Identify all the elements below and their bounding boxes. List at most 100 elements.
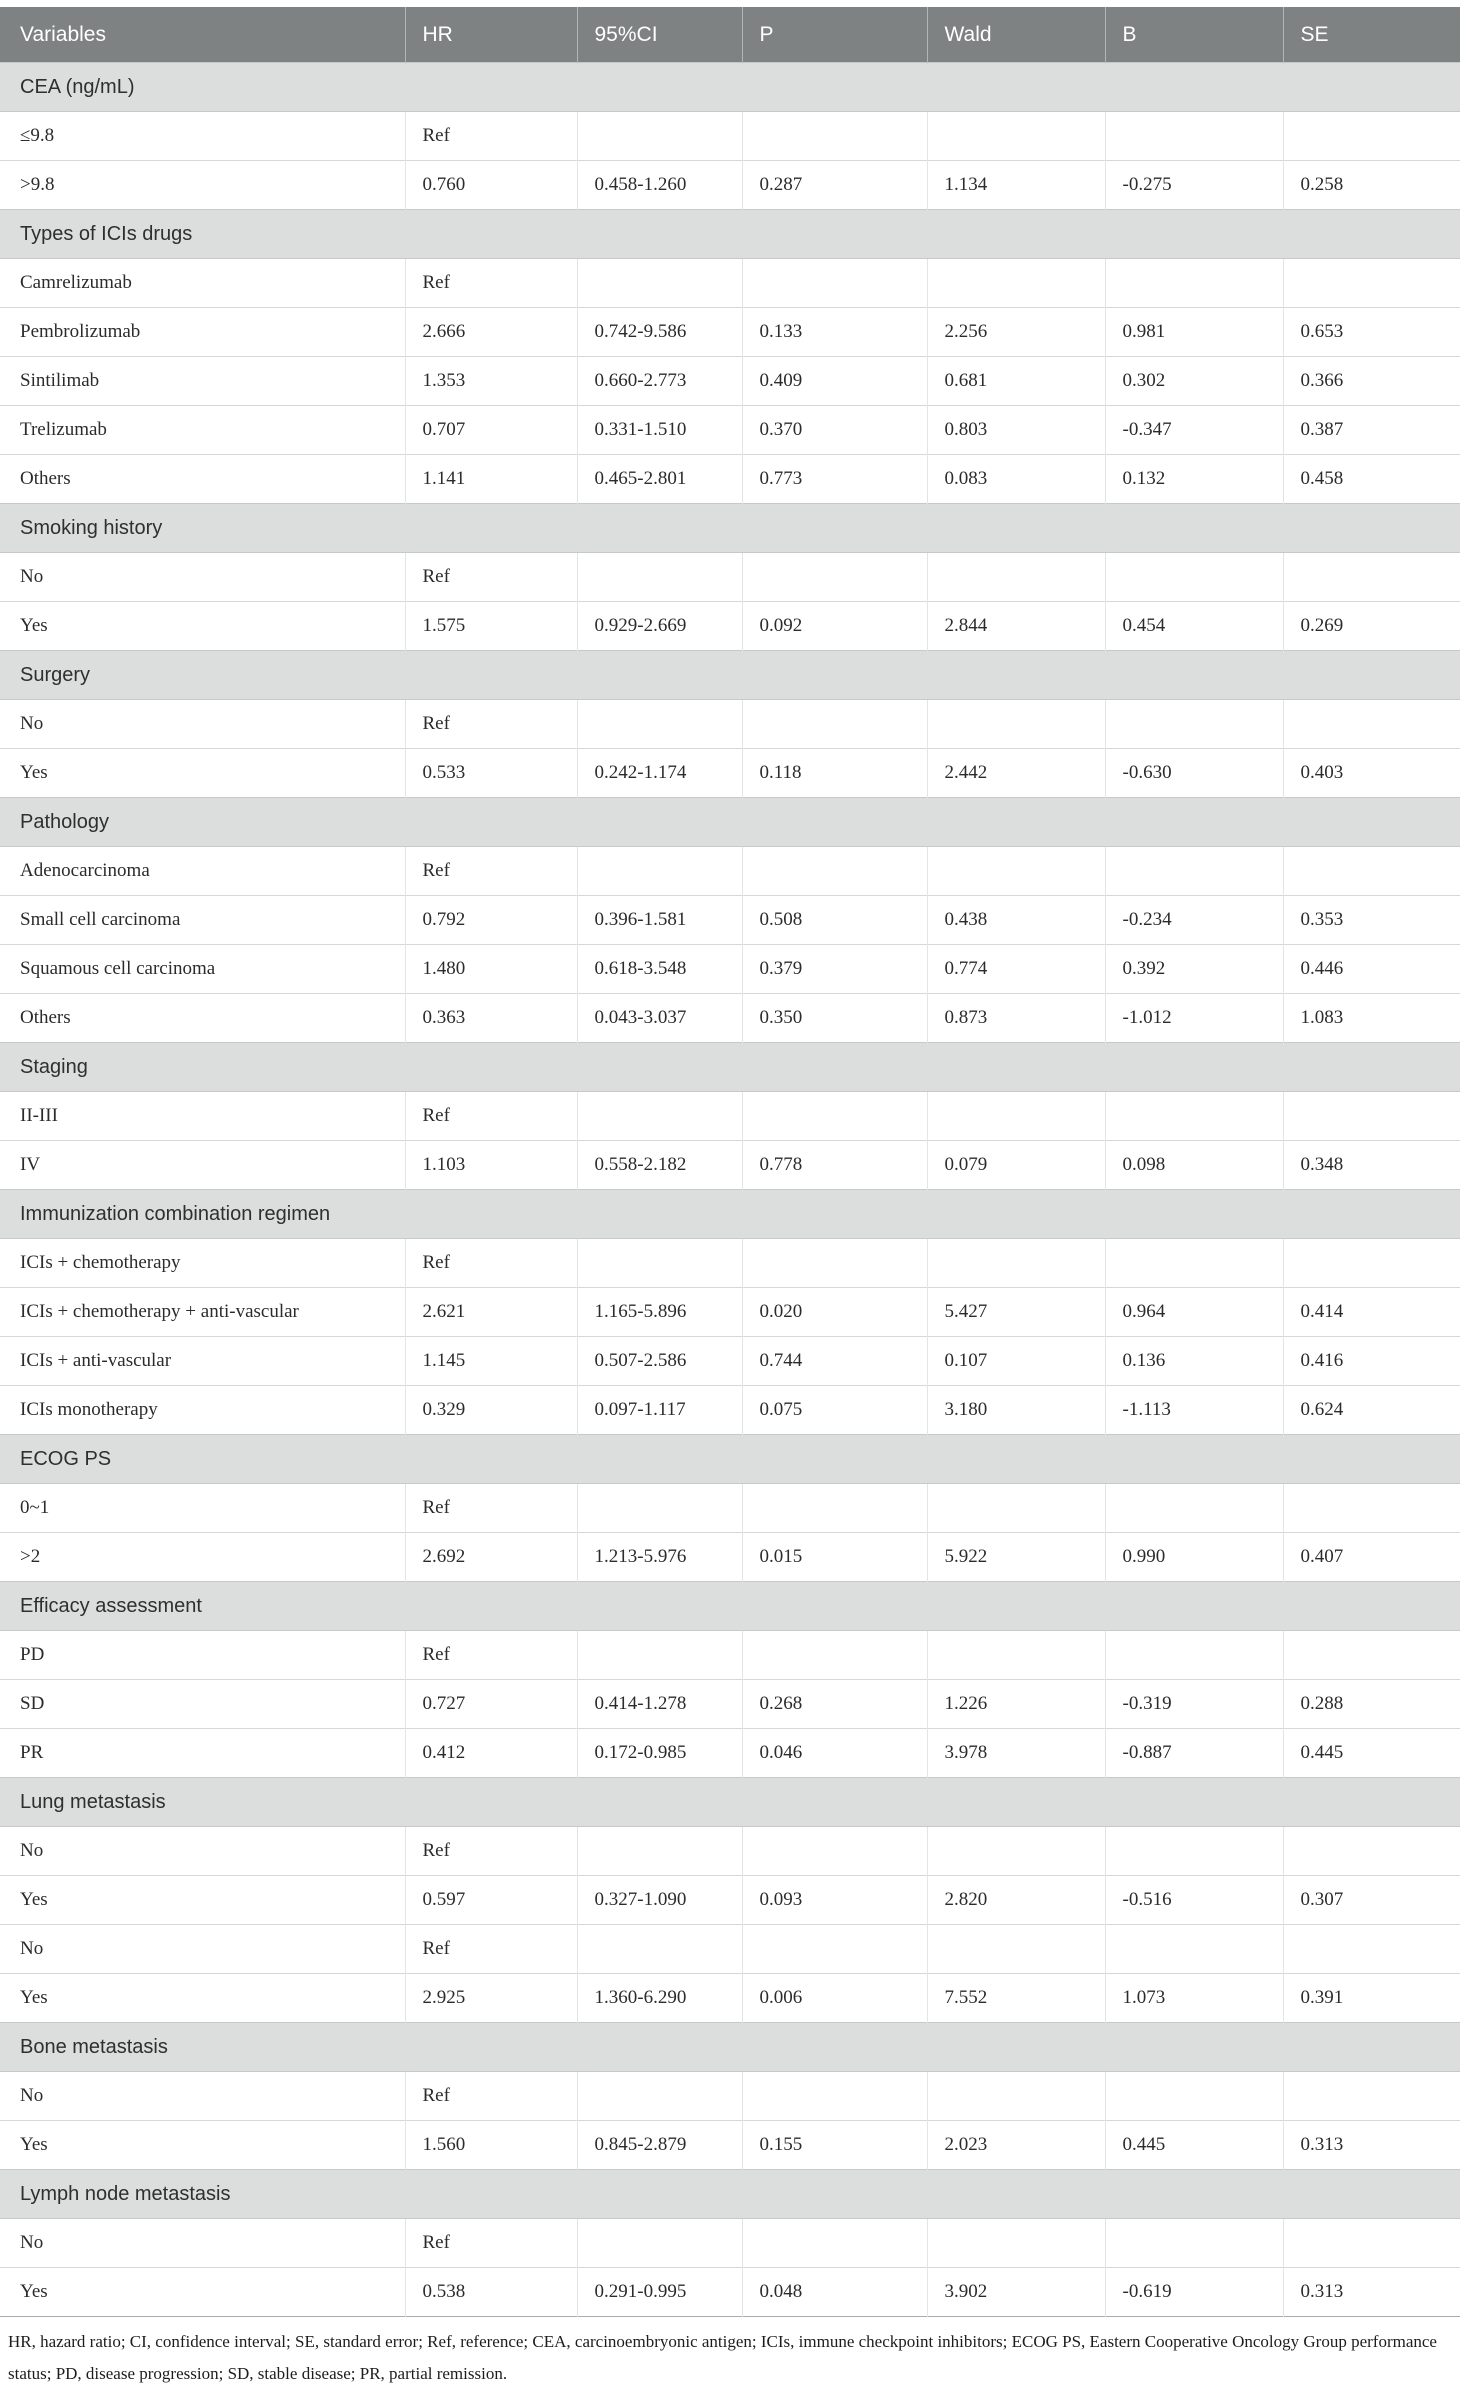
cell-ci: 0.742-9.586 — [576, 307, 742, 357]
cell-b: 0.136 — [1104, 1336, 1283, 1386]
cell-ci — [576, 1238, 742, 1288]
cell-wald — [926, 258, 1105, 308]
cell-ci: 0.327-1.090 — [576, 1875, 742, 1925]
cell-variable: 0~1 — [0, 1483, 405, 1533]
cell-p — [741, 1630, 927, 1680]
table-footnote: HR, hazard ratio; CI, confidence interva… — [8, 2332, 1437, 2383]
cell-wald: 0.681 — [926, 356, 1105, 406]
cell-wald: 0.803 — [926, 405, 1105, 455]
cell-hr: Ref — [404, 258, 577, 308]
cell-wald: 0.107 — [926, 1336, 1105, 1386]
cell-wald: 2.256 — [926, 307, 1105, 357]
cell-p — [741, 1826, 927, 1876]
cell-p: 0.744 — [741, 1336, 927, 1386]
cell-p — [741, 111, 927, 161]
cell-b: 0.445 — [1104, 2120, 1283, 2170]
cell-wald: 3.902 — [926, 2267, 1105, 2317]
section-header: Lymph node metastasis — [0, 2169, 1460, 2219]
cell-variable: No — [0, 1826, 405, 1876]
cell-b: 0.392 — [1104, 944, 1283, 994]
cell-se: 0.458 — [1282, 454, 1460, 504]
cell-wald — [926, 1630, 1105, 1680]
cell-ci — [576, 2071, 742, 2121]
cell-wald: 0.873 — [926, 993, 1105, 1043]
cell-b: 0.964 — [1104, 1287, 1283, 1337]
cell-wald — [926, 846, 1105, 896]
cell-wald: 2.844 — [926, 601, 1105, 651]
cell-variable: ≤9.8 — [0, 111, 405, 161]
cell-ci: 0.845-2.879 — [576, 2120, 742, 2170]
cell-ci: 0.172-0.985 — [576, 1728, 742, 1778]
cell-wald: 2.023 — [926, 2120, 1105, 2170]
cell-se: 0.269 — [1282, 601, 1460, 651]
cell-hr: 0.707 — [404, 405, 577, 455]
section-header-row: Pathology — [0, 797, 1460, 847]
cell-hr: 0.792 — [404, 895, 577, 945]
cell-se: 0.446 — [1282, 944, 1460, 994]
cell-se — [1282, 1238, 1460, 1288]
cell-variable: >2 — [0, 1532, 405, 1582]
cell-ci: 0.414-1.278 — [576, 1679, 742, 1729]
cell-ci: 0.929-2.669 — [576, 601, 742, 651]
cell-p: 0.773 — [741, 454, 927, 504]
table-row: >2 2.692 1.213-5.976 0.015 5.922 0.990 0.407 — [0, 1532, 1460, 1582]
cell-ci: 0.291-0.995 — [576, 2267, 742, 2317]
cell-p: 0.155 — [741, 2120, 927, 2170]
cell-p: 0.409 — [741, 356, 927, 406]
section-header: CEA (ng/mL) — [0, 62, 1460, 112]
cell-variable: No — [0, 699, 405, 749]
cell-se: 0.313 — [1282, 2267, 1460, 2317]
table-body: CEA (ng/mL) ≤9.8 Ref >9.8 0.760 0.458-1.260 0.… — [0, 62, 1460, 2317]
cell-variable: Yes — [0, 748, 405, 798]
cell-se: 0.313 — [1282, 2120, 1460, 2170]
cell-hr: Ref — [404, 1826, 577, 1876]
cell-se — [1282, 1630, 1460, 1680]
cell-b: 0.302 — [1104, 356, 1283, 406]
cell-b — [1104, 1630, 1283, 1680]
cell-hr: 0.727 — [404, 1679, 577, 1729]
cell-b — [1104, 1238, 1283, 1288]
cell-se: 0.391 — [1282, 1973, 1460, 2023]
cell-p — [741, 1483, 927, 1533]
cell-p — [741, 846, 927, 896]
table-row: Adenocarcinoma Ref — [0, 846, 1460, 896]
cell-ci: 0.507-2.586 — [576, 1336, 742, 1386]
table-row: ≤9.8 Ref — [0, 111, 1460, 161]
cell-b: -1.113 — [1104, 1385, 1283, 1435]
table-row: 0~1 Ref — [0, 1483, 1460, 1533]
cell-se — [1282, 2218, 1460, 2268]
cell-hr: 0.363 — [404, 993, 577, 1043]
table-row: ICIs + chemotherapy Ref — [0, 1238, 1460, 1288]
cox-regression-table: Variables HR 95%CI P Wald B SE CEA (ng/mL) ≤9.8… — [0, 7, 1460, 2317]
cell-se: 0.307 — [1282, 1875, 1460, 1925]
cell-wald: 0.438 — [926, 895, 1105, 945]
cell-p: 0.093 — [741, 1875, 927, 1925]
table-row: Squamous cell carcinoma 1.480 0.618-3.548 0… — [0, 944, 1460, 994]
cell-wald — [926, 1091, 1105, 1141]
cell-p — [741, 2071, 927, 2121]
cell-variable: Yes — [0, 1875, 405, 1925]
cell-variable: Yes — [0, 2120, 405, 2170]
cell-wald: 5.922 — [926, 1532, 1105, 1582]
cell-se — [1282, 699, 1460, 749]
table-row: Yes 0.538 0.291-0.995 0.048 3.902 -0.619 0.313 — [0, 2267, 1460, 2317]
cell-se: 1.083 — [1282, 993, 1460, 1043]
cell-wald: 0.774 — [926, 944, 1105, 994]
cell-wald: 0.079 — [926, 1140, 1105, 1190]
cell-hr: Ref — [404, 1924, 577, 1974]
cell-variable: ICIs + chemotherapy — [0, 1238, 405, 1288]
cell-wald — [926, 2218, 1105, 2268]
cell-b: 0.098 — [1104, 1140, 1283, 1190]
cell-ci — [576, 846, 742, 896]
cell-b — [1104, 1924, 1283, 1974]
table-row: Yes 0.533 0.242-1.174 0.118 2.442 -0.630 0.403 — [0, 748, 1460, 798]
cell-p: 0.048 — [741, 2267, 927, 2317]
section-header-row: Smoking history — [0, 503, 1460, 553]
cell-b: 1.073 — [1104, 1973, 1283, 2023]
cell-p: 0.268 — [741, 1679, 927, 1729]
cell-hr: 1.480 — [404, 944, 577, 994]
cell-hr: 2.925 — [404, 1973, 577, 2023]
section-header: Pathology — [0, 797, 1460, 847]
table-row: Yes 2.925 1.360-6.290 0.006 7.552 1.073 0.391 — [0, 1973, 1460, 2023]
cell-b: -0.275 — [1104, 160, 1283, 210]
